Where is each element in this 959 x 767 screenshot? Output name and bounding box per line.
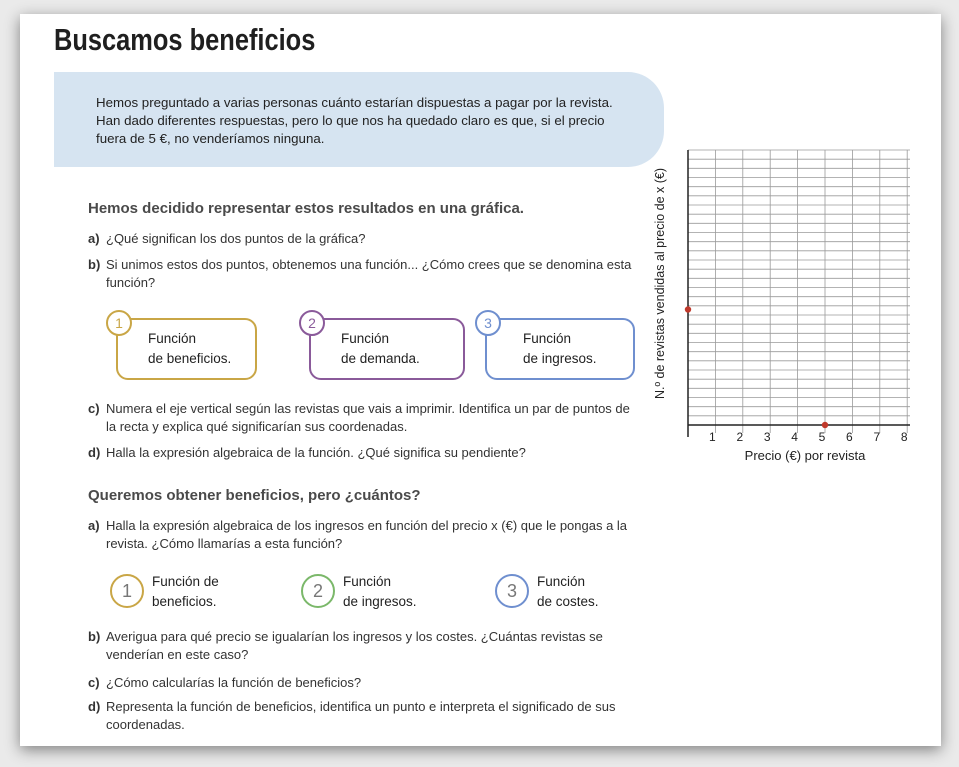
question-label: b) xyxy=(88,629,101,644)
question-2d: d) Representa la función de beneficios, … xyxy=(88,698,636,734)
question-text: Representa la función de beneficios, ide… xyxy=(106,699,616,732)
option-number: 3 xyxy=(475,310,501,336)
x-tick-label: 2 xyxy=(736,430,743,444)
page-title: Buscamos beneficios xyxy=(54,22,316,57)
x-tick-label: 8 xyxy=(901,430,908,444)
section1-heading: Hemos decidido representar estos resulta… xyxy=(88,200,524,217)
question-text: Halla la expresión algebraica de los ing… xyxy=(106,518,628,551)
question-label: a) xyxy=(88,518,100,533)
question-label: d) xyxy=(88,699,101,714)
question-1d: d) Halla la expresión algebraica de la f… xyxy=(88,444,636,462)
data-point xyxy=(821,421,829,429)
data-point xyxy=(684,306,692,313)
question-2c: c) ¿Cómo calcularías la función de benef… xyxy=(88,674,636,692)
option-2-2: 2 Función de ingresos. xyxy=(301,574,461,614)
question-label: c) xyxy=(88,401,100,416)
question-text: ¿Cómo calcularías la función de benefici… xyxy=(106,675,362,690)
option-box-2: 2 Función de demanda. xyxy=(299,310,465,380)
y-axis-label: N.º de revistas vendidas al precio de x … xyxy=(653,168,667,399)
question-1b: b) Si unimos estos dos puntos, obtenemos… xyxy=(88,256,636,292)
option-number: 2 xyxy=(301,574,335,608)
question-text: ¿Qué significan los dos puntos de la grá… xyxy=(106,231,366,246)
option-line1: Función xyxy=(343,574,392,589)
question-text: Si unimos estos dos puntos, obtenemos un… xyxy=(106,257,632,290)
option-line2: de ingresos. xyxy=(523,351,597,366)
option-line2: de ingresos. xyxy=(343,594,417,609)
option-line2: de costes. xyxy=(537,594,599,609)
x-tick-label: 6 xyxy=(846,430,853,444)
question-1a: a) ¿Qué significan los dos puntos de la … xyxy=(88,230,636,248)
intro-box: Hemos preguntado a varias personas cuánt… xyxy=(54,72,664,167)
chart-grid xyxy=(687,149,910,433)
intro-text: Hemos preguntado a varias personas cuánt… xyxy=(96,95,613,146)
option-number: 2 xyxy=(299,310,325,336)
option-line1: Función xyxy=(523,331,572,346)
option-number: 1 xyxy=(106,310,132,336)
question-2a: a) Halla la expresión algebraica de los … xyxy=(88,517,636,553)
question-1c: c) Numera el eje vertical según las revi… xyxy=(88,400,636,436)
question-label: a) xyxy=(88,231,100,246)
x-tick-label: 3 xyxy=(764,430,771,444)
x-axis-label: Precio (€) por revista xyxy=(745,448,866,463)
question-2b: b) Averigua para qué precio se igualaría… xyxy=(88,628,636,664)
question-text: Numera el eje vertical según las revista… xyxy=(106,401,630,434)
x-tick-label: 7 xyxy=(873,430,880,444)
option-line1: Función de xyxy=(152,574,219,589)
x-tick-label: 5 xyxy=(819,430,826,444)
option-box-1: 1 Función de beneficios. xyxy=(106,310,257,380)
option-2-3: 3 Función de costes. xyxy=(495,574,655,614)
textbook-page: Buscamos beneficios Hemos preguntado a v… xyxy=(20,14,941,746)
question-label: b) xyxy=(88,257,101,272)
option-2-1: 1 Función de beneficios. xyxy=(110,574,270,614)
option-line2: de demanda. xyxy=(341,351,420,366)
x-tick-labels: 1 2 3 4 5 6 7 8 xyxy=(709,430,908,444)
option-number: 3 xyxy=(495,574,529,608)
price-demand-graph: 1 2 3 4 5 6 7 8 Precio (€) por revista N.º de r… xyxy=(653,149,910,463)
option-line1: Función xyxy=(148,331,197,346)
question-text: Averigua para qué precio se igualarían l… xyxy=(106,629,603,662)
section2-heading: Queremos obtener beneficios, pero ¿cuánt… xyxy=(88,487,421,504)
question-text: Halla la expresión algebraica de la func… xyxy=(106,445,526,460)
option-number: 1 xyxy=(110,574,144,608)
x-tick-label: 1 xyxy=(709,430,716,444)
option-box-3: 3 Función de ingresos. xyxy=(475,310,635,380)
option-line1: Función xyxy=(537,574,586,589)
question-label: c) xyxy=(88,675,100,690)
option-line1: Función xyxy=(341,331,390,346)
option-line2: de beneficios. xyxy=(148,351,232,366)
option-line2: beneficios. xyxy=(152,594,217,609)
x-tick-label: 4 xyxy=(791,430,798,444)
data-points xyxy=(684,306,829,429)
question-label: d) xyxy=(88,445,101,460)
